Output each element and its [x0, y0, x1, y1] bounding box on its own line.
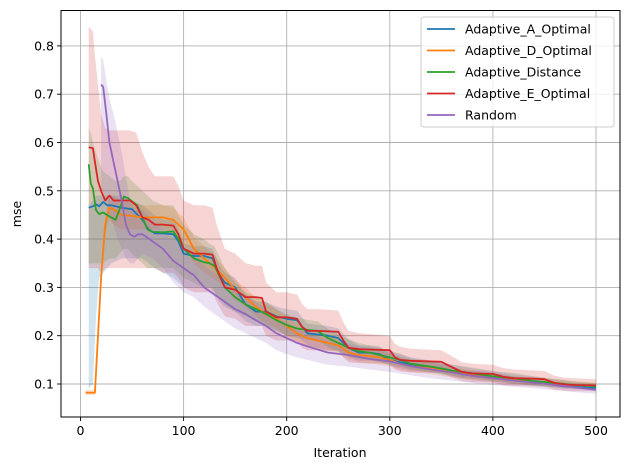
- band-adaptive-a-optimal: [88, 195, 596, 391]
- y-tick-label: 0.5: [34, 183, 54, 198]
- y-tick-label: 0.1: [34, 377, 54, 392]
- legend-label: Adaptive_A_Optimal: [465, 22, 591, 37]
- axes-frame: [60, 10, 621, 418]
- x-axis-ticks: 0 100 200 300 400 500: [77, 417, 608, 438]
- legend-label: Adaptive_E_Optimal: [465, 86, 590, 101]
- band-adaptive-e-optimal: [88, 26, 596, 392]
- legend: Adaptive_A_Optimal Adaptive_D_Optimal Adap…: [420, 16, 615, 128]
- legend-box: [420, 16, 615, 128]
- y-tick-label: 0.6: [34, 135, 54, 150]
- legend-label: Random: [465, 108, 517, 123]
- y-tick-label: 0.3: [34, 280, 54, 295]
- legend-label: Adaptive_Distance: [465, 65, 582, 80]
- legend-item-adaptive-a-optimal: Adaptive_A_Optimal: [427, 22, 591, 37]
- y-tick-label: 0.4: [34, 232, 54, 247]
- x-tick-label: 0: [77, 423, 85, 438]
- legend-item-adaptive-e-optimal: Adaptive_E_Optimal: [427, 86, 590, 101]
- band-adaptive-d-optimal: [85, 195, 596, 396]
- legend-item-adaptive-distance: Adaptive_Distance: [427, 65, 582, 80]
- y-axis-ticks: 0.1 0.2 0.3 0.4 0.5 0.6 0.7 0.8: [34, 38, 61, 392]
- x-tick-label: 400: [481, 423, 505, 438]
- y-axis-label: mse: [9, 201, 24, 228]
- line-adaptive-e-optimal: [88, 146, 597, 387]
- x-tick-label: 300: [378, 423, 402, 438]
- band-random: [101, 55, 596, 394]
- legend-label: Adaptive_D_Optimal: [465, 43, 592, 58]
- x-tick-label: 100: [172, 423, 196, 438]
- legend-item-random: Random: [427, 108, 517, 123]
- line-random: [100, 83, 597, 391]
- x-tick-label: 200: [275, 423, 299, 438]
- x-tick-label: 500: [584, 423, 608, 438]
- y-tick-label: 0.8: [34, 38, 54, 53]
- series-lines: [85, 83, 597, 394]
- y-tick-label: 0.7: [34, 87, 54, 102]
- legend-item-adaptive-d-optimal: Adaptive_D_Optimal: [427, 43, 592, 58]
- x-axis-label: Iteration: [313, 445, 366, 460]
- y-tick-label: 0.2: [34, 328, 54, 343]
